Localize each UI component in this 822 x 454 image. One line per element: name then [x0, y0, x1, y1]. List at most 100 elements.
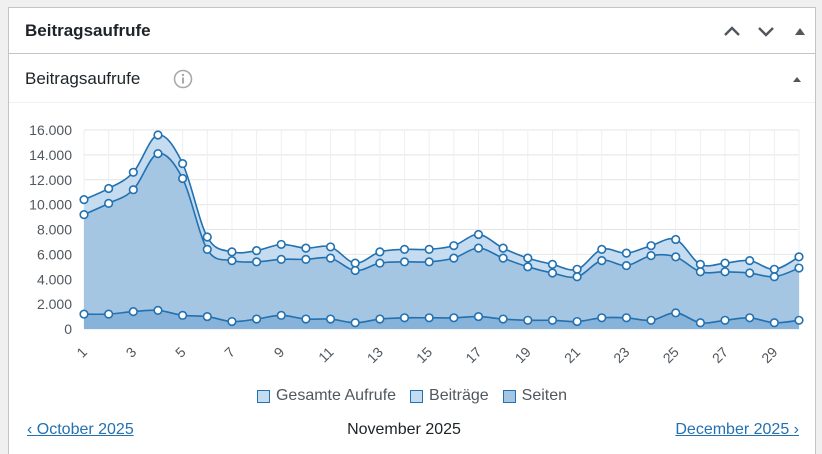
data-point [646, 241, 656, 251]
data-point [547, 268, 558, 278]
x-tick-label: 1 [73, 344, 90, 361]
legend-item-posts[interactable]: Beiträge [410, 387, 489, 405]
y-tick-label: 10.000 [29, 197, 72, 213]
legend-item-total[interactable]: Gesamte Aufrufe [256, 387, 397, 405]
data-point [350, 265, 360, 276]
data-point [769, 264, 779, 274]
next-month-link[interactable]: December 2025 › [675, 421, 799, 438]
x-tick-label: 7 [221, 344, 238, 361]
x-tick-label: 13 [364, 344, 386, 366]
data-point [202, 232, 212, 242]
data-point [720, 315, 730, 325]
current-month: November 2025 [347, 421, 461, 438]
toggle-panel-button[interactable] [788, 19, 812, 43]
y-tick-label: 2.000 [37, 296, 72, 312]
data-point [178, 158, 188, 169]
data-point [276, 310, 286, 320]
post-views-widget: Beitragsaufrufe Beitragsaufrufe 16.000 14… [8, 7, 816, 454]
data-point [621, 260, 632, 271]
x-tick-label: 29 [758, 344, 780, 366]
data-point [350, 318, 360, 328]
data-point [449, 241, 459, 251]
data-point [104, 309, 114, 319]
data-point [547, 259, 558, 269]
data-point [745, 268, 755, 278]
data-point [276, 239, 286, 250]
data-point [794, 315, 804, 325]
chevron-up-icon [724, 26, 740, 36]
data-point [424, 313, 434, 323]
data-point [178, 173, 188, 184]
section-title: Beitragsaufrufe [25, 69, 141, 88]
data-point [104, 183, 114, 194]
data-point [325, 253, 336, 263]
data-point [325, 314, 336, 324]
data-point [202, 244, 212, 254]
data-point [276, 254, 286, 264]
legend-swatch-posts [410, 389, 424, 403]
data-point [153, 149, 163, 159]
data-point [597, 313, 607, 323]
data-point [251, 257, 262, 267]
data-point [424, 244, 434, 254]
y-tick-label: 14.000 [29, 147, 72, 163]
data-point [646, 251, 656, 261]
y-tick-label: 16.000 [29, 122, 72, 138]
data-point [79, 209, 89, 220]
series-area-1 [84, 153, 799, 329]
data-point [399, 257, 410, 267]
legend-swatch-total [256, 389, 270, 403]
triangle-up-icon[interactable] [791, 73, 803, 85]
data-point [301, 243, 311, 253]
series-area-2 [84, 310, 799, 329]
legend-label-posts: Beiträge [429, 387, 489, 404]
x-tick-label: 11 [315, 344, 337, 366]
x-tick-label: 3 [123, 344, 140, 361]
data-point [720, 258, 730, 268]
data-point [720, 267, 730, 277]
prev-month-link[interactable]: ‹ October 2025 [27, 421, 134, 438]
data-point [202, 311, 212, 322]
data-point [695, 267, 705, 277]
data-point [769, 272, 779, 282]
data-point [794, 252, 804, 262]
data-point [695, 318, 705, 328]
data-point [153, 305, 163, 315]
data-point [399, 244, 410, 254]
x-tick-label: 9 [271, 344, 288, 361]
data-point [769, 318, 779, 328]
data-point [473, 243, 484, 253]
data-point [671, 252, 681, 262]
info-icon[interactable] [172, 68, 194, 90]
legend-label-total: Gesamte Aufrufe [275, 387, 397, 404]
data-point [375, 258, 385, 268]
data-point [104, 198, 114, 208]
move-up-button[interactable] [720, 19, 744, 43]
data-point [251, 314, 262, 324]
data-point [424, 257, 434, 267]
data-point [449, 253, 459, 263]
y-tick-label: 12.000 [29, 172, 72, 188]
data-point [572, 264, 582, 274]
x-tick-label: 21 [561, 344, 583, 366]
data-point [153, 130, 163, 140]
data-point [745, 313, 755, 323]
y-tick-label: 4.000 [37, 271, 72, 287]
data-point [325, 242, 336, 252]
data-point [523, 253, 533, 263]
data-point [79, 309, 89, 319]
chevron-down-icon [758, 27, 774, 37]
legend-label-pages: Seiten [521, 387, 568, 404]
data-point [671, 308, 681, 318]
data-point [523, 262, 533, 272]
move-down-button[interactable] [754, 19, 778, 43]
legend-item-pages[interactable]: Seiten [502, 387, 568, 405]
x-tick-label: 15 [413, 344, 435, 366]
y-tick-label: 6.000 [37, 246, 72, 262]
data-point [597, 255, 607, 266]
widget-header: Beitragsaufrufe [9, 8, 815, 54]
chart-legend: Gesamte Aufrufe Beiträge Seiten [9, 385, 815, 407]
data-point [621, 313, 632, 323]
data-point [498, 253, 508, 263]
data-point [375, 247, 385, 257]
